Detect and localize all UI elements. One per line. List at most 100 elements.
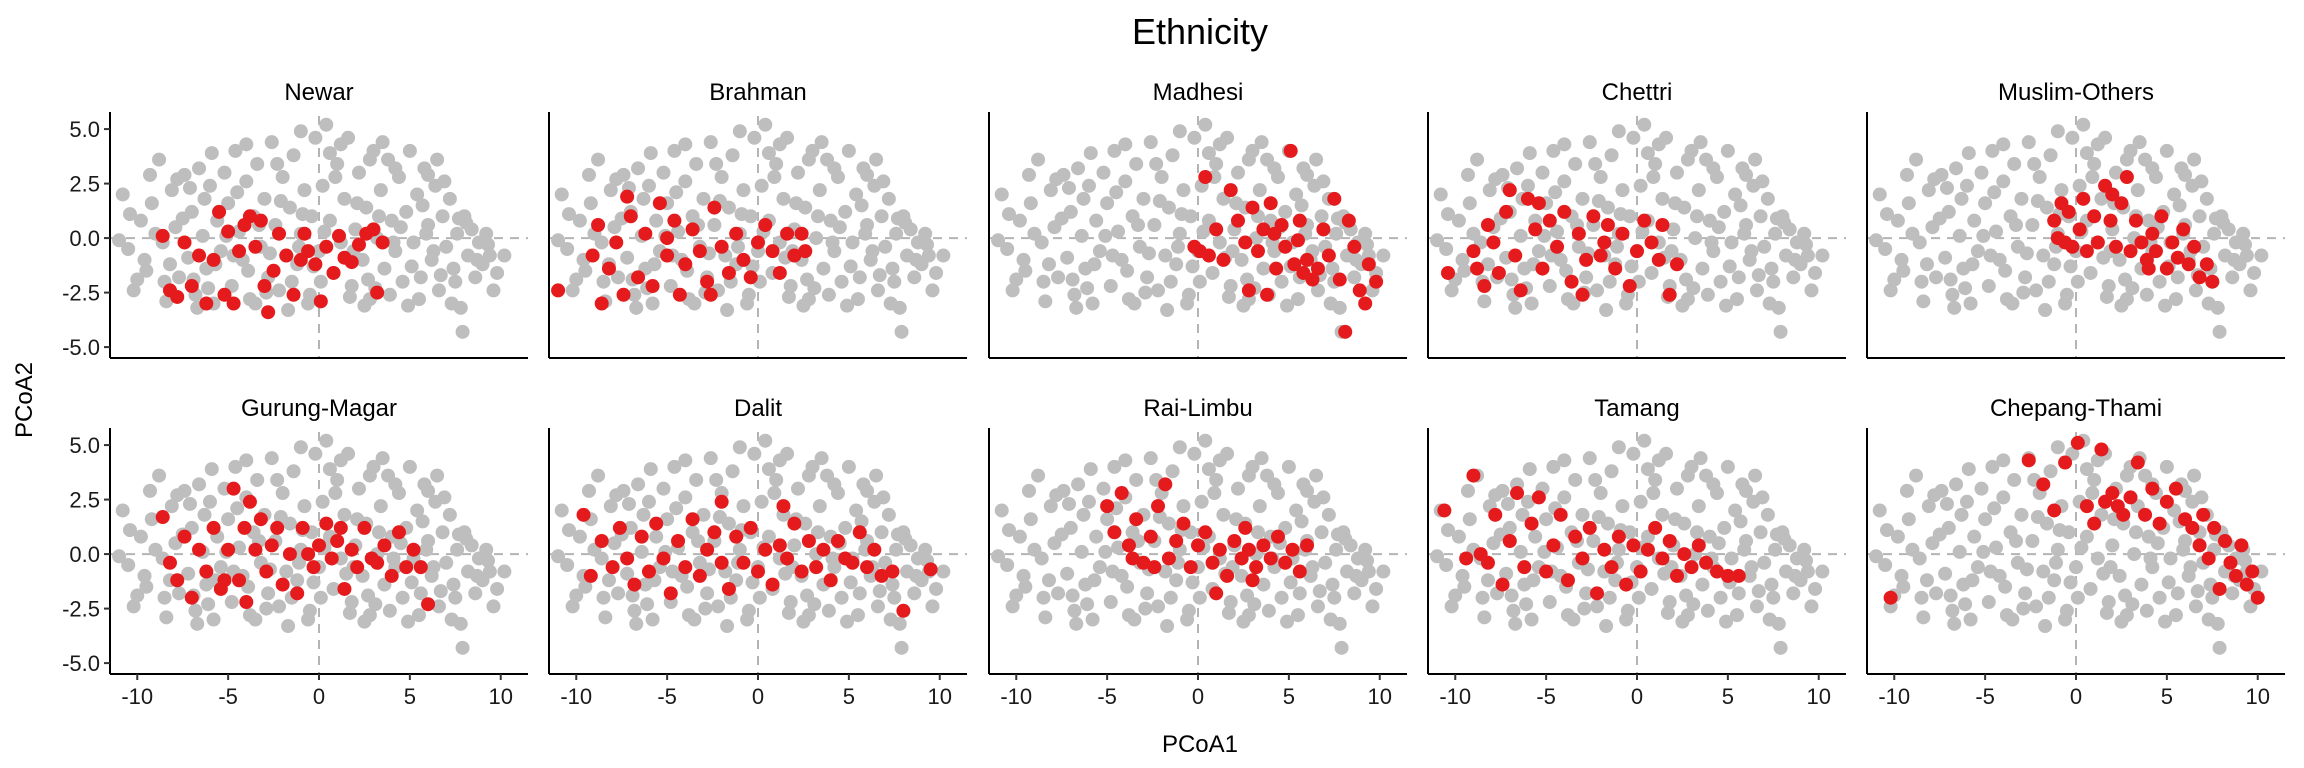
- background-point: [2194, 490, 2209, 505]
- background-point: [712, 510, 727, 525]
- background-point: [1890, 213, 1905, 228]
- background-point: [2247, 265, 2262, 280]
- highlight-point: [700, 542, 715, 557]
- background-point: [656, 481, 671, 496]
- background-point: [1316, 490, 1331, 505]
- highlight-point: [237, 520, 252, 535]
- background-point: [2076, 117, 2091, 132]
- background-point: [1083, 462, 1098, 477]
- highlight-point: [2239, 577, 2254, 592]
- highlight-point: [2021, 453, 2036, 468]
- background-point: [2201, 612, 2216, 627]
- highlight-point: [226, 481, 241, 496]
- background-point: [1274, 590, 1289, 605]
- background-point: [834, 274, 849, 289]
- background-point: [767, 170, 782, 185]
- background-point: [2074, 540, 2089, 555]
- background-point: [870, 599, 885, 614]
- background-point: [2036, 248, 2051, 263]
- background-point: [741, 603, 756, 618]
- highlight-point: [660, 248, 675, 263]
- highlight-point: [623, 209, 638, 224]
- background-point: [248, 296, 263, 311]
- highlight-point: [1637, 213, 1652, 228]
- background-point: [2112, 252, 2127, 267]
- highlight-point: [2170, 250, 2185, 265]
- background-point: [1256, 577, 1271, 592]
- highlight-point: [1491, 265, 1506, 280]
- background-point: [1480, 573, 1495, 588]
- background-point: [2049, 555, 2064, 570]
- background-point: [1430, 549, 1445, 564]
- background-point: [1460, 483, 1475, 498]
- background-point: [1575, 191, 1590, 206]
- background-point: [1041, 257, 1056, 272]
- background-point: [1722, 259, 1737, 274]
- background-point: [732, 542, 747, 557]
- highlight-point: [1263, 551, 1278, 566]
- background-point: [1071, 161, 1086, 176]
- background-point: [1983, 564, 1998, 579]
- highlight-point: [1269, 261, 1284, 276]
- background-point: [1799, 553, 1814, 568]
- strip-label: Chepang-Thami: [1990, 395, 2162, 422]
- background-point: [1027, 542, 1042, 557]
- highlight-point: [1633, 564, 1648, 579]
- highlight-point: [707, 200, 722, 215]
- highlight-point: [627, 577, 642, 592]
- background-point: [322, 462, 337, 477]
- background-point: [1744, 560, 1759, 575]
- background-point: [157, 590, 172, 605]
- background-point: [1635, 224, 1650, 239]
- background-point: [362, 468, 377, 483]
- background-point: [1087, 257, 1102, 272]
- background-point: [872, 268, 887, 283]
- background-point: [2030, 510, 2045, 525]
- background-point: [2030, 194, 2045, 209]
- background-point: [890, 211, 905, 226]
- highlight-point: [2176, 222, 2191, 237]
- background-point: [1608, 573, 1623, 588]
- background-point: [994, 503, 1009, 518]
- background-point: [825, 551, 840, 566]
- highlight-point: [700, 274, 715, 289]
- highlight-point: [1191, 538, 1205, 553]
- background-point: [1959, 178, 1974, 193]
- background-point: [838, 520, 853, 535]
- highlight-point: [641, 564, 656, 579]
- highlight-point: [765, 577, 780, 592]
- background-point: [790, 165, 805, 180]
- background-point: [894, 324, 909, 339]
- highlight-point: [2154, 209, 2169, 224]
- background-point: [213, 560, 228, 575]
- highlight-point: [312, 538, 326, 553]
- background-point: [1943, 272, 1958, 287]
- background-point: [308, 130, 323, 145]
- x-tick-label: 10: [1367, 684, 1391, 709]
- background-point: [1290, 292, 1305, 307]
- background-point: [382, 603, 397, 618]
- highlight-point: [2159, 261, 2174, 276]
- highlight-point: [1510, 486, 1525, 501]
- background-point: [843, 575, 858, 590]
- background-point: [1932, 527, 1947, 542]
- background-point: [308, 446, 323, 461]
- highlight-point: [248, 239, 263, 254]
- background-point: [1334, 640, 1349, 655]
- background-point: [2114, 614, 2129, 629]
- background-point: [1508, 616, 1523, 631]
- background-point: [560, 241, 575, 256]
- background-point: [852, 586, 867, 601]
- background-point: [330, 156, 345, 171]
- background-point: [1510, 161, 1525, 176]
- background-point: [315, 494, 330, 509]
- highlight-point: [1310, 261, 1325, 276]
- highlight-point: [155, 510, 170, 525]
- background-point: [1451, 213, 1466, 228]
- background-point: [1488, 488, 1503, 503]
- x-tick-label: 10: [1806, 684, 1830, 709]
- background-point: [137, 252, 152, 267]
- background-point: [1800, 564, 1815, 579]
- background-point: [1111, 224, 1126, 239]
- background-point: [1983, 248, 1998, 263]
